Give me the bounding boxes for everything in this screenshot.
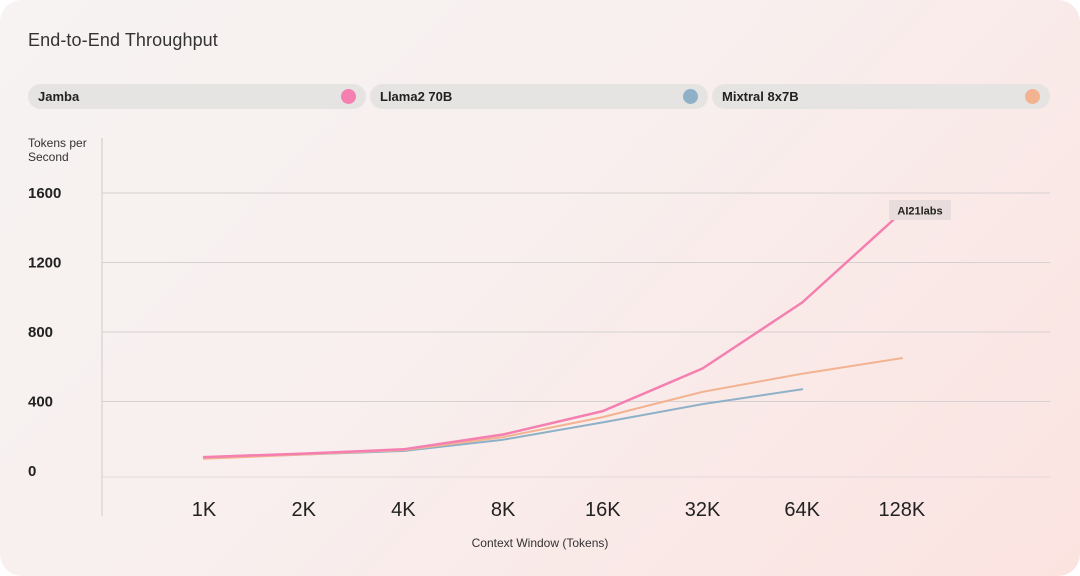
- chart-title: End-to-End Throughput: [28, 30, 218, 50]
- y-axis-label: Tokens per Second: [28, 136, 87, 164]
- series-line-jamba: [202, 210, 904, 459]
- y-tick-label: 1600: [28, 185, 61, 202]
- legend-item-jamba[interactable]: Jamba: [28, 84, 366, 109]
- x-tick-label: 32K: [685, 499, 721, 521]
- annotation-label: AI21labs: [897, 206, 942, 218]
- legend-dot-jamba: [341, 89, 356, 104]
- x-tick-label: 128K: [879, 499, 926, 521]
- y-tick-label: 400: [28, 394, 53, 411]
- legend-label-jamba: Jamba: [38, 89, 80, 104]
- x-tick-label: 16K: [585, 499, 621, 521]
- y-tick-label: 800: [28, 324, 53, 341]
- x-tick-label: 8K: [491, 499, 516, 521]
- legend-dot-mixtral: [1025, 89, 1040, 104]
- series-line-mixtral-8x7b: [203, 357, 903, 460]
- x-axis-label: Context Window (Tokens): [471, 536, 609, 550]
- legend-label-llama2: Llama2 70B: [380, 89, 453, 104]
- legend-item-mixtral[interactable]: Mixtral 8x7B: [712, 84, 1050, 109]
- x-tick-label: 2K: [291, 499, 316, 521]
- x-tick-label: 1K: [192, 499, 217, 521]
- annotation-badge: [889, 200, 951, 220]
- y-tick-label: 1200: [28, 255, 61, 272]
- x-tick-label: 64K: [784, 499, 820, 521]
- x-tick-label: 4K: [391, 499, 416, 521]
- y-tick-label: 0: [28, 463, 36, 480]
- series-line-llama2-70b: [203, 388, 804, 459]
- legend-dot-llama2: [683, 89, 698, 104]
- legend-label-mixtral: Mixtral 8x7B: [722, 89, 799, 104]
- legend-item-llama2[interactable]: Llama2 70B: [370, 84, 708, 109]
